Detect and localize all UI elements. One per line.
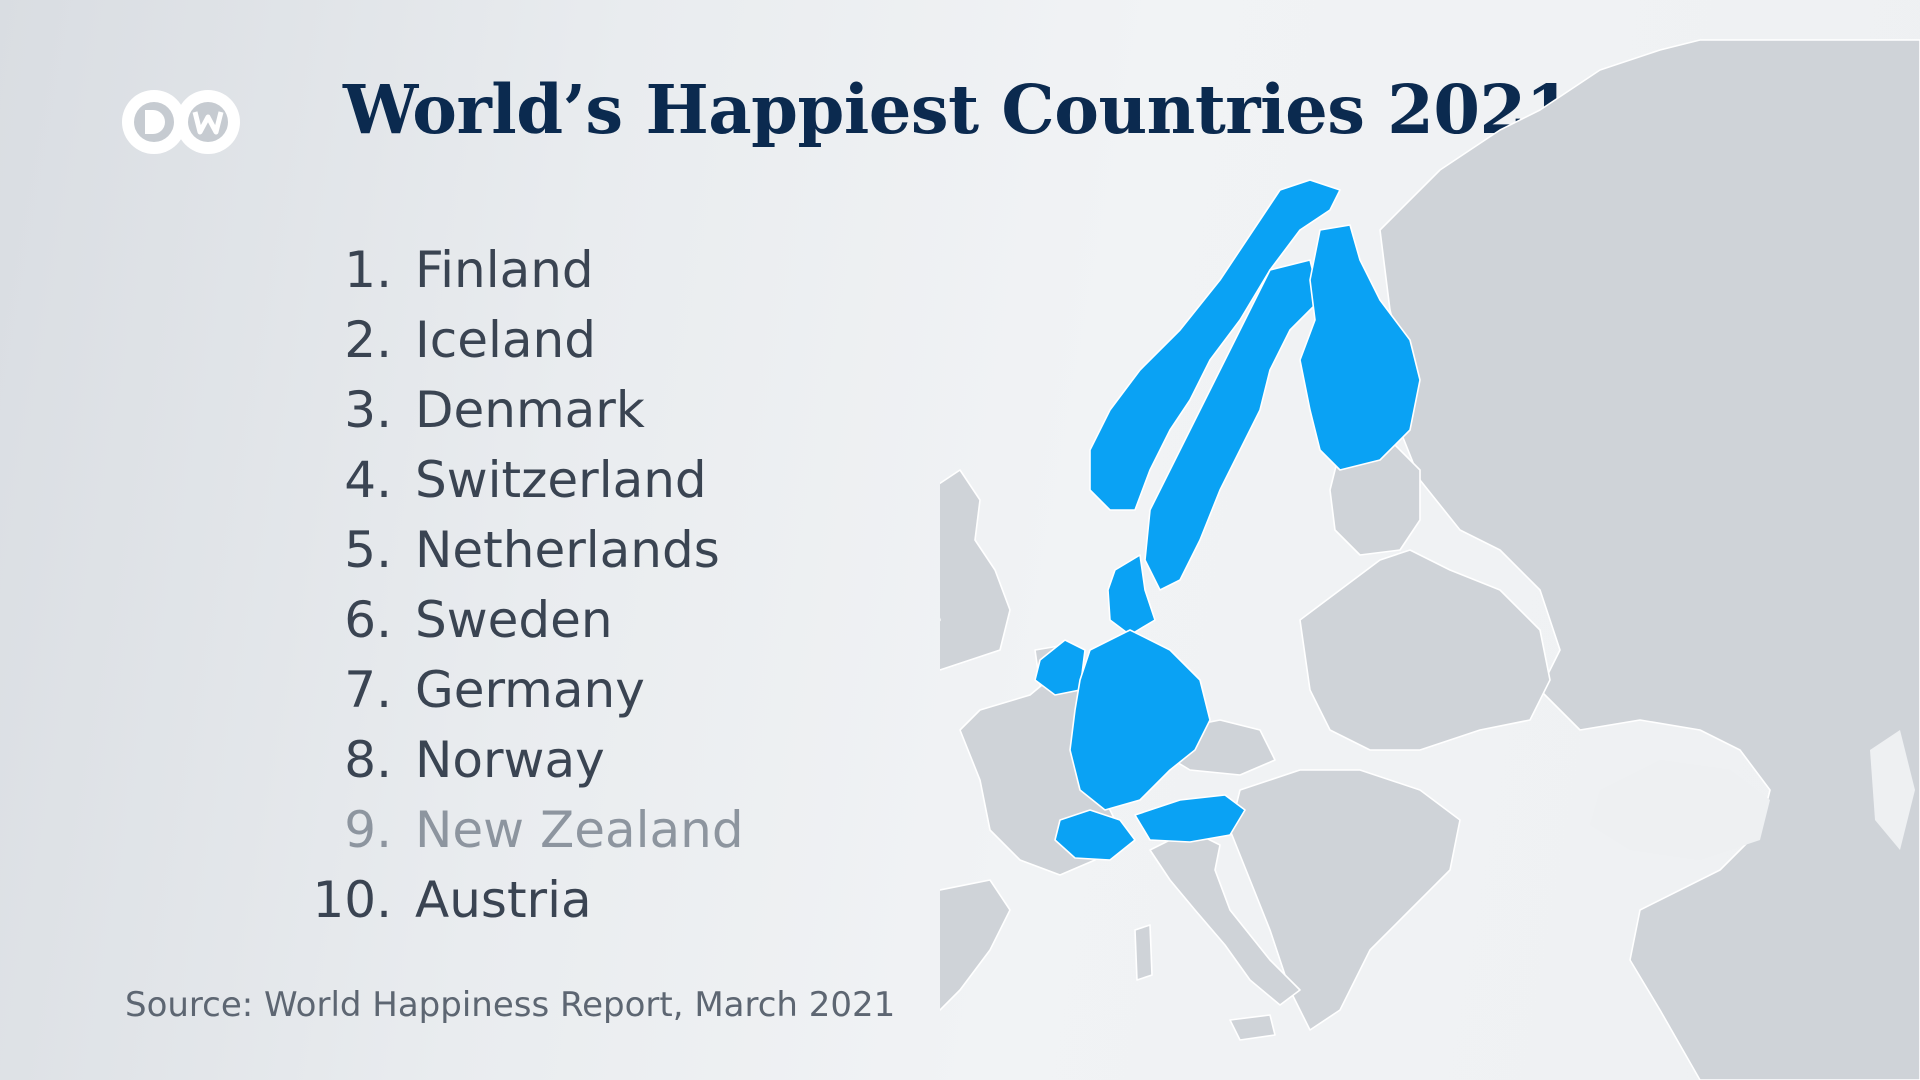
- map-sardinia: [1134, 924, 1153, 981]
- rank-number: 6.: [344, 591, 392, 649]
- map-black-sea: [1590, 760, 1770, 860]
- rank-number: 2.: [344, 311, 392, 369]
- ranking-item: 6. Sweden: [300, 585, 744, 655]
- map-country-sweden: [1144, 259, 1321, 591]
- country-name: Switzerland: [415, 451, 707, 509]
- ranking-item: 9. New Zealand: [300, 795, 744, 865]
- ranking-item: 10. Austria: [300, 865, 744, 935]
- country-name: Austria: [415, 871, 592, 929]
- map-balkans: [1229, 769, 1461, 1031]
- dw-logo: [122, 90, 240, 154]
- page-title: World’s Happiest Countries 2021: [343, 70, 1572, 149]
- country-name: Netherlands: [415, 521, 720, 579]
- rank-number: 4.: [344, 451, 392, 509]
- ranking-item: 8. Norway: [300, 725, 744, 795]
- europe-map: [940, 39, 1920, 1080]
- country-name: Sweden: [415, 591, 613, 649]
- ranking-item: 4. Switzerland: [300, 445, 744, 515]
- ranking-list: 1. Finland 2. Iceland 3. Denmark 4. Switzerl…: [300, 235, 744, 935]
- ranking-item: 2. Iceland: [300, 305, 744, 375]
- country-name: Germany: [415, 661, 645, 719]
- map-baltics: [1329, 439, 1421, 556]
- rank-number: 8.: [344, 731, 392, 789]
- rank-number: 9.: [344, 801, 392, 859]
- rank-number: 5.: [344, 521, 392, 579]
- map-country-russia: [1379, 39, 1920, 1080]
- ranking-item: 3. Denmark: [300, 375, 744, 445]
- map-sicily: [1229, 1014, 1276, 1041]
- rank-number: 10.: [312, 871, 392, 929]
- country-name: Iceland: [415, 311, 596, 369]
- country-name: Finland: [415, 241, 594, 299]
- map-country-finland: [1299, 224, 1421, 471]
- map-country-switzerland: [1054, 809, 1136, 861]
- rank-number: 1.: [344, 241, 392, 299]
- map-caspian-sea: [1870, 730, 1915, 850]
- map-iberia: [940, 879, 1011, 1012]
- map-country-norway: [1089, 179, 1341, 511]
- map-country-germany: [1069, 629, 1211, 811]
- map-italy: [1149, 829, 1301, 1006]
- ranking-item: 7. Germany: [300, 655, 744, 725]
- country-name: New Zealand: [415, 801, 744, 859]
- map-country-denmark: [1107, 554, 1156, 636]
- rank-number: 7.: [344, 661, 392, 719]
- country-name: Denmark: [415, 381, 645, 439]
- source-note: Source: World Happiness Report, March 20…: [125, 985, 896, 1025]
- map-country-austria: [1134, 794, 1246, 843]
- country-name: Norway: [415, 731, 605, 789]
- map-eastern-europe: [1299, 549, 1551, 751]
- rank-number: 3.: [344, 381, 392, 439]
- ranking-item: 5. Netherlands: [300, 515, 744, 585]
- ranking-item: 1. Finland: [300, 235, 744, 305]
- map-great-britain: [940, 469, 1011, 671]
